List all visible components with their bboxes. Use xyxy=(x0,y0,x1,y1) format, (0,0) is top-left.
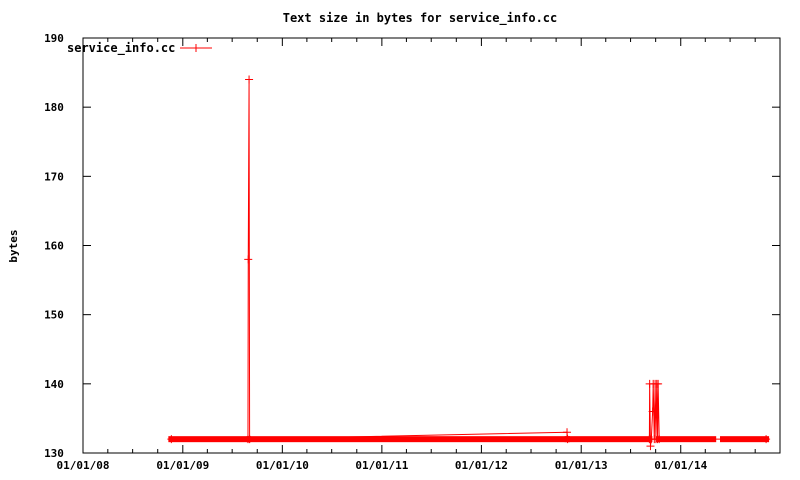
x-tick-label: 01/01/08 xyxy=(57,459,110,472)
data-point xyxy=(646,442,655,451)
y-tick-label: 170 xyxy=(44,170,64,183)
data-point xyxy=(563,428,572,437)
x-tick-label: 01/01/14 xyxy=(654,459,707,472)
series-line xyxy=(171,79,767,447)
x-tick-label: 01/01/10 xyxy=(256,459,309,472)
data-point xyxy=(167,435,176,444)
y-tick-label: 150 xyxy=(44,309,64,322)
data-point xyxy=(762,435,771,444)
plot-data xyxy=(167,75,771,451)
axes: 130 140 150 160 170 180 190 01/01/08 01/01/09 01/… xyxy=(44,32,781,472)
y-tick-label: 190 xyxy=(44,32,64,45)
data-point xyxy=(244,255,253,264)
x-tick-label: 01/01/12 xyxy=(455,459,508,472)
y-axis-label: bytes xyxy=(7,229,20,262)
data-point xyxy=(648,407,657,416)
data-point xyxy=(655,435,664,444)
y-tick-label: 140 xyxy=(44,378,64,391)
y-tick-label: 180 xyxy=(44,101,64,114)
data-point xyxy=(654,379,663,388)
chart-title: Text size in bytes for service_info.cc xyxy=(283,11,558,26)
y-tick-label: 130 xyxy=(44,447,64,460)
data-point xyxy=(245,75,254,84)
plot-frame xyxy=(82,37,781,454)
legend-label: service_info.cc xyxy=(67,41,175,56)
x-tick-label: 01/01/09 xyxy=(156,459,209,472)
legend: service_info.cc xyxy=(67,41,212,56)
x-tick-label: 01/01/13 xyxy=(555,459,608,472)
legend-marker-plus xyxy=(192,44,200,52)
data-point xyxy=(563,435,572,444)
x-tick-label: 01/01/11 xyxy=(355,459,408,472)
y-tick-label: 160 xyxy=(44,240,64,253)
data-point xyxy=(245,435,254,444)
